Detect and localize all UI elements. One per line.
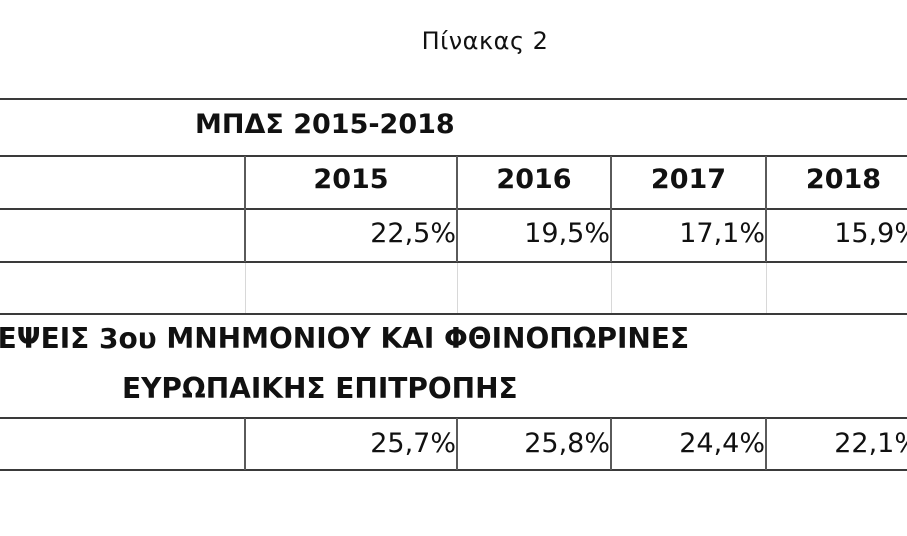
value-cell: 22,5% xyxy=(370,218,456,249)
value-cell: 22,1% xyxy=(834,428,907,459)
gridline xyxy=(611,263,612,313)
year-header: 2015 xyxy=(313,164,389,195)
value-cell: 24,4% xyxy=(679,428,765,459)
gridline xyxy=(766,263,767,313)
section2-title-line2: ΕΥΡΩΠΑΙΚΗΣ ΕΠΙΤΡΟΠΗΣ xyxy=(122,372,518,405)
table-caption: Πίνακας 2 xyxy=(421,27,549,55)
value-cell: 19,5% xyxy=(524,218,610,249)
section1-title: ΜΠΔΣ 2015-2018 xyxy=(195,109,455,140)
table-top-border xyxy=(0,98,907,100)
column-divider xyxy=(610,418,612,470)
empty-row-divider xyxy=(0,313,907,315)
column-divider xyxy=(456,418,458,470)
title-row-divider xyxy=(0,155,907,157)
section2-title-line1: ΛΕΨΕΙΣ 3ου ΜΝΗΜΟΝΙΟΥ ΚΑΙ ΦΘΙΝΟΠΩΡΙΝΕΣ xyxy=(0,322,690,355)
year-header: 2018 xyxy=(805,164,882,195)
year-row-divider xyxy=(0,208,907,210)
table-bottom-border xyxy=(0,469,907,471)
year-header: 2017 xyxy=(650,164,727,195)
value-cell: 25,7% xyxy=(370,428,456,459)
value-cell: 17,1% xyxy=(679,218,765,249)
column-divider xyxy=(244,418,246,470)
column-divider xyxy=(765,418,767,470)
column-divider xyxy=(765,156,767,262)
gridline xyxy=(457,263,458,313)
column-divider xyxy=(244,156,246,262)
gridline xyxy=(245,263,246,313)
value-row-divider xyxy=(0,261,907,263)
year-header: 2016 xyxy=(496,164,572,195)
value-cell: 15,9% xyxy=(834,218,907,249)
value-cell: 25,8% xyxy=(524,428,610,459)
column-divider xyxy=(456,156,458,262)
column-divider xyxy=(610,156,612,262)
section2-title-divider xyxy=(0,417,907,419)
